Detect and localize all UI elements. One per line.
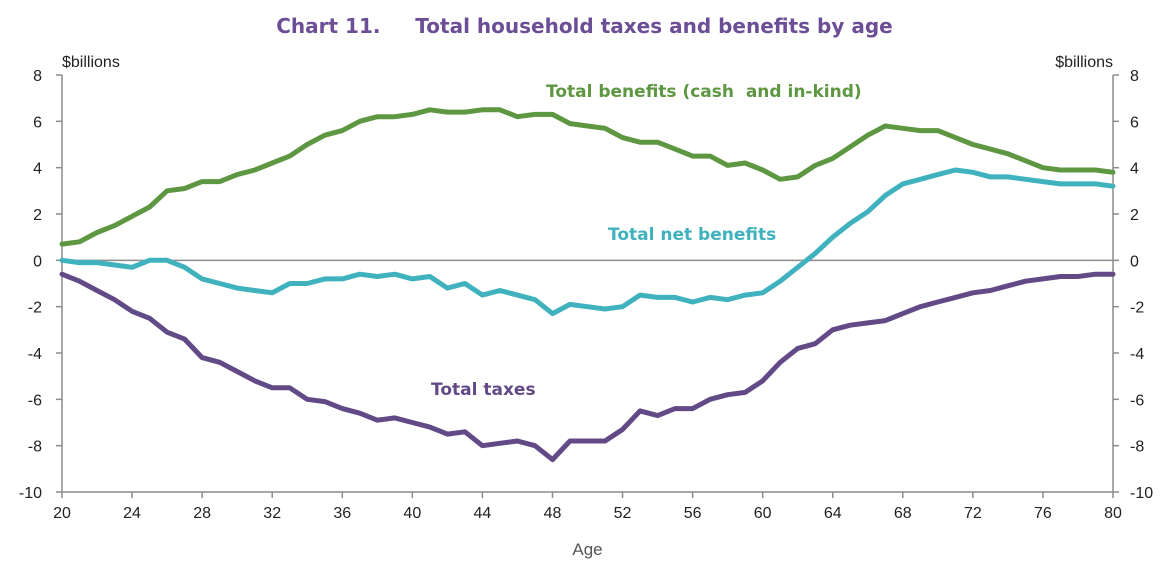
y-tick-label-right: -6 xyxy=(1130,392,1144,409)
y-tick-label-left: 8 xyxy=(33,68,42,85)
y-tick-label-left: -8 xyxy=(28,439,42,456)
x-tick-label: 76 xyxy=(1034,505,1052,522)
y-tick-label-right: 6 xyxy=(1130,114,1139,131)
y-tick-label-right: 0 xyxy=(1130,253,1139,270)
y-axis-unit-left: $billions xyxy=(62,54,120,71)
y-tick-label-right: -10 xyxy=(1130,485,1153,502)
x-tick-label: 20 xyxy=(53,505,71,522)
x-tick-label: 60 xyxy=(754,505,772,522)
x-tick-label: 40 xyxy=(403,505,421,522)
y-axis-unit-right: $billions xyxy=(1055,54,1113,71)
y-tick-label-left: -6 xyxy=(28,392,42,409)
y-tick-label-right: 2 xyxy=(1130,207,1139,224)
y-tick-label-right: -2 xyxy=(1130,300,1144,317)
y-tick-label-right: 8 xyxy=(1130,68,1139,85)
x-tick-label: 32 xyxy=(263,505,281,522)
x-tick-label: 36 xyxy=(333,505,351,522)
total-taxes-line xyxy=(59,271,1116,463)
x-tick-label: 80 xyxy=(1104,505,1122,522)
x-tick-label: 44 xyxy=(474,505,492,522)
series-lines xyxy=(59,107,1116,463)
y-tick-label-left: -4 xyxy=(28,346,42,363)
total-benefits-label: Total benefits (cash and in-kind) xyxy=(546,82,862,102)
x-tick-label: 64 xyxy=(824,505,842,522)
x-tick-label: 52 xyxy=(614,505,632,522)
total-benefits-line xyxy=(59,107,1116,247)
y-tick-label-left: -2 xyxy=(28,300,42,317)
x-tick-label: 28 xyxy=(193,505,211,522)
total-taxes-label: Total taxes xyxy=(431,380,536,400)
chart-title: Chart 11. Total household taxes and bene… xyxy=(276,14,893,38)
y-tick-label-left: -10 xyxy=(19,485,42,502)
y-tick-label-right: -8 xyxy=(1130,439,1144,456)
total-net-benefits-line xyxy=(59,167,1116,317)
x-tick-label: 68 xyxy=(894,505,912,522)
x-tick-label: 72 xyxy=(964,505,982,522)
y-tick-label-left: 4 xyxy=(33,161,42,178)
y-tick-label-left: 6 xyxy=(33,114,42,131)
y-tick-label-left: 2 xyxy=(33,207,42,224)
x-tick-label: 56 xyxy=(684,505,702,522)
x-axis-title: Age xyxy=(572,540,602,559)
y-tick-label-right: 4 xyxy=(1130,161,1139,178)
y-tick-label-right: -4 xyxy=(1130,346,1144,363)
total-net-benefits-label: Total net benefits xyxy=(608,225,776,245)
series-labels: Total benefits (cash and in-kind) Total n… xyxy=(431,82,862,400)
y-tick-label-left: 0 xyxy=(33,253,42,270)
x-tick-label: 48 xyxy=(544,505,562,522)
x-tick-label: 24 xyxy=(123,505,141,522)
